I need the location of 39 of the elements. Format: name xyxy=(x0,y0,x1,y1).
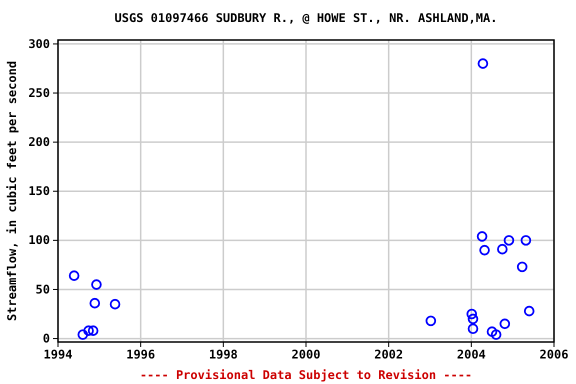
x-tick-label: 1998 xyxy=(208,348,238,362)
x-tick-label: 2006 xyxy=(540,348,568,362)
point xyxy=(516,262,528,272)
point xyxy=(476,231,488,242)
chart-title: USGS 01097466 SUDBURY R., @ HOWE ST., NR. ASHLAND,MA. xyxy=(114,11,498,25)
point xyxy=(83,325,94,336)
point xyxy=(500,318,510,330)
y-tick-label: 150 xyxy=(28,184,50,198)
point xyxy=(486,326,498,337)
y-tick-label: 0 xyxy=(42,331,50,346)
x-tick-label: 1994 xyxy=(44,348,72,362)
point xyxy=(504,235,514,246)
point xyxy=(524,306,534,316)
y-tick-label: 200 xyxy=(28,134,50,149)
point xyxy=(110,298,120,310)
point xyxy=(68,270,80,281)
y-tick-label: 250 xyxy=(28,86,50,100)
point xyxy=(88,325,98,336)
x-tick-label: 2004 xyxy=(456,348,486,362)
point xyxy=(78,329,88,340)
point xyxy=(466,308,478,320)
y-tick-label: 50 xyxy=(36,282,50,296)
y-axis-title: Streamflow, in cubic feet per second xyxy=(5,60,19,322)
y-tick-label: 300 xyxy=(28,36,50,51)
x-tick-label: 1996 xyxy=(126,348,156,362)
point xyxy=(90,298,100,308)
x-tick-label: 2000 xyxy=(292,348,320,362)
point xyxy=(497,244,508,254)
point xyxy=(426,316,436,326)
point xyxy=(479,244,490,256)
y-tick-label: 100 xyxy=(28,233,50,248)
point xyxy=(520,235,532,246)
text: ---- Provisional Data Subject to Revision ---- xyxy=(140,368,472,382)
point xyxy=(490,329,502,340)
point xyxy=(468,314,478,324)
point xyxy=(478,58,488,69)
point xyxy=(468,323,478,334)
point xyxy=(91,279,102,290)
x-tick-label: 2002 xyxy=(374,348,404,362)
